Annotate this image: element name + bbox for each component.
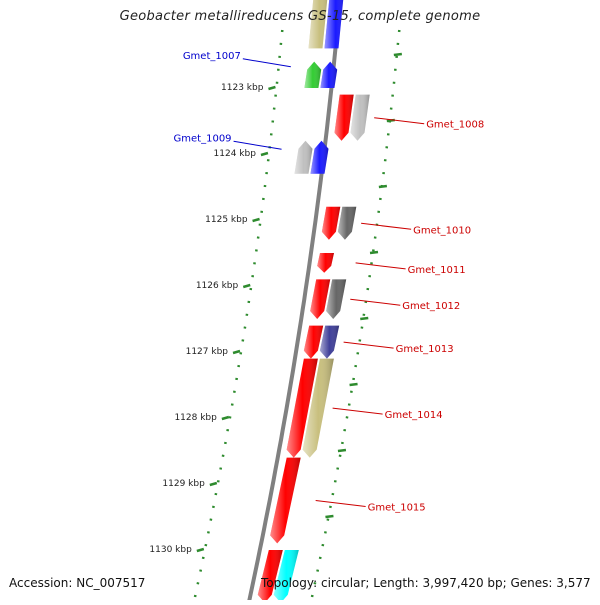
- gene-label-leader: [374, 117, 425, 125]
- gene-arrow-shading: [273, 550, 299, 603]
- gene-arrow-shading: [308, 0, 328, 49]
- gene-arrow-shading: [334, 94, 354, 141]
- gene-arrow-shading: [350, 94, 370, 141]
- gene-label-leader: [315, 500, 366, 507]
- gene-label-leader: [242, 58, 291, 68]
- ruler-tick-inner: [252, 217, 260, 223]
- gene-label: Gmet_1009: [174, 133, 232, 144]
- ruler-tick-label: 1129 kbp: [162, 479, 205, 489]
- gene-arrow-shading: [257, 550, 283, 603]
- ruler-tick-inner: [209, 481, 218, 487]
- backbone-line: [246, 0, 343, 605]
- gene-arrow-shading: [310, 140, 329, 174]
- ruler-tick-label: 1128 kbp: [174, 413, 217, 423]
- ruler-tick-label: 1125 kbp: [205, 215, 248, 225]
- gene-arrow-shading: [324, 0, 344, 49]
- map-title: Geobacter metallireducens GS-15, complet…: [119, 9, 481, 24]
- gene-arrow-shading: [320, 61, 338, 88]
- inner-tick-ring: [193, 29, 284, 599]
- gene-label-leader: [343, 341, 394, 349]
- gene-label: Gmet_1015: [368, 503, 426, 514]
- ruler-tick-inner: [196, 547, 205, 553]
- gene-label-leader: [361, 222, 412, 230]
- gene-arrow-shading: [317, 253, 334, 273]
- gene-label: Gmet_1014: [385, 410, 443, 421]
- gene-label: Gmet_1010: [413, 225, 471, 236]
- ruler-tick-label: 1126 kbp: [196, 281, 239, 291]
- gene-label: Gmet_1013: [396, 344, 454, 355]
- gene-label: Gmet_1012: [402, 301, 460, 312]
- ruler-tick-inner: [232, 349, 241, 355]
- ruler-tick-inner: [268, 85, 276, 91]
- ruler-tick-outer: [360, 316, 369, 321]
- outer-tick-ring: [310, 29, 401, 599]
- gene-label-leader: [355, 262, 406, 270]
- ruler-tick-inner: [260, 151, 269, 157]
- gene-arrow-shading: [304, 61, 322, 88]
- ruler-tick-label: 1127 kbp: [186, 347, 229, 357]
- gene-arrow-shading: [337, 206, 357, 240]
- gene-arrow-shading: [294, 140, 313, 174]
- gene-label-leader: [350, 298, 401, 306]
- ruler-tick-outer: [337, 448, 347, 453]
- ruler-tick-outer: [393, 52, 402, 57]
- gene-label: Gmet_1008: [426, 120, 484, 131]
- ruler-tick-inner: [242, 283, 251, 289]
- gene-arrow-shading: [303, 325, 324, 359]
- gene-label-leader: [332, 407, 383, 415]
- ruler-tick-outer: [325, 514, 334, 519]
- gene-arrow-shading: [310, 279, 331, 319]
- gene-label: Gmet_1011: [408, 265, 466, 276]
- gene-label-leader: [233, 140, 282, 150]
- gene-arrow-shading: [286, 358, 318, 458]
- ruler-tick-outer: [349, 382, 358, 387]
- gene-arrow-shading: [270, 457, 301, 544]
- ruler-tick-inner: [221, 415, 230, 421]
- gene-label: Gmet_1007: [183, 51, 241, 62]
- ruler-tick-label: 1124 kbp: [214, 149, 257, 159]
- ruler-tick-outer: [378, 184, 388, 189]
- ruler-tick-label: 1123 kbp: [221, 83, 264, 93]
- accession-text: Accession: NC_007517: [9, 576, 146, 590]
- gene-arrow-shading: [302, 358, 334, 458]
- gene-arrow-shading: [319, 325, 340, 359]
- topology-text: Topology: circular; Length: 3,997,420 bp…: [261, 576, 591, 590]
- gene-arrow-shading: [321, 206, 341, 240]
- ruler-tick-outer: [369, 250, 379, 255]
- ruler-tick-label: 1130 kbp: [149, 545, 192, 555]
- gene-arrow-shading: [326, 279, 347, 319]
